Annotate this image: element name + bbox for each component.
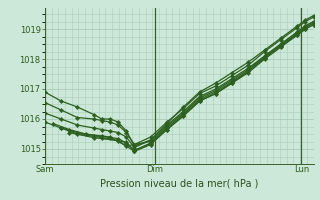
X-axis label: Pression niveau de la mer( hPa ): Pression niveau de la mer( hPa ) xyxy=(100,179,258,189)
